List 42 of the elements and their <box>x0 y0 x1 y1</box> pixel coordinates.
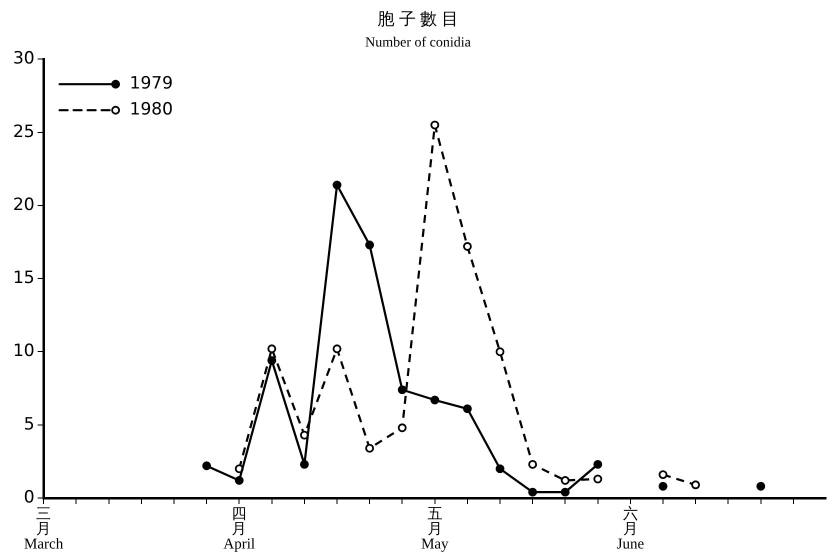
point <box>332 344 342 354</box>
chart-title: 胞 子 數 目 <box>378 10 458 29</box>
point <box>398 423 407 432</box>
y-tick-label: 15 <box>12 268 35 288</box>
legend-label: 1979 <box>130 74 173 94</box>
legend-label: 1980 <box>130 100 173 120</box>
y-tick-label: 20 <box>12 194 35 215</box>
y-tick-label: 30 <box>12 48 35 69</box>
point <box>430 396 440 404</box>
point <box>691 480 700 490</box>
point <box>756 482 766 491</box>
point <box>496 347 504 356</box>
chart-subtitle: Number of conidia <box>365 35 472 50</box>
point <box>528 488 538 497</box>
point <box>202 461 212 470</box>
point <box>398 385 407 394</box>
point <box>365 240 374 250</box>
point <box>593 474 602 484</box>
point <box>365 444 374 453</box>
y-tick-label: 10 <box>12 341 35 362</box>
point <box>658 470 668 479</box>
point <box>560 476 570 485</box>
point <box>528 460 538 469</box>
point <box>463 242 472 251</box>
x-tick-label: 三月 March <box>24 506 64 552</box>
point <box>593 460 602 469</box>
point <box>332 180 342 190</box>
x-tick-label: 六月 June <box>616 505 644 552</box>
point <box>430 120 440 130</box>
point <box>658 482 668 491</box>
point <box>496 464 504 474</box>
y-tick-label: 25 <box>12 122 35 142</box>
point <box>234 476 244 485</box>
point <box>560 488 570 497</box>
y-tick-label: 0 <box>24 487 35 508</box>
x-tick-label: 四月 April <box>223 506 256 552</box>
point <box>463 404 472 414</box>
point <box>300 460 309 469</box>
point <box>267 356 276 365</box>
point <box>267 344 276 354</box>
x-tick-label: 五月 May <box>421 506 450 552</box>
y-tick-label: 5 <box>24 414 35 434</box>
